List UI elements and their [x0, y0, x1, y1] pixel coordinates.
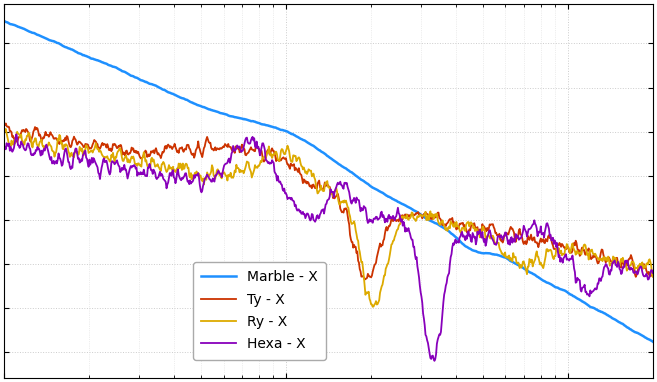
Hexa - X — [41, 148, 49, 153]
Hexa - X — [415, 269, 422, 274]
Ry - X — [0, 129, 8, 134]
Line: Hexa - X: Hexa - X — [4, 134, 653, 361]
Hexa - X — [378, 209, 386, 214]
Hexa - X — [494, 234, 502, 239]
Line: Ry - X: Ry - X — [4, 129, 653, 307]
Hexa - X — [560, 255, 568, 259]
Marble - X — [649, 339, 657, 344]
Marble - X — [394, 199, 402, 204]
Hexa - X — [430, 359, 438, 363]
Marble - X — [558, 288, 566, 292]
Ty - X — [0, 123, 8, 128]
Ty - X — [41, 133, 49, 137]
Ry - X — [2, 126, 10, 131]
Hexa - X — [395, 211, 403, 215]
Line: Ty - X: Ty - X — [4, 123, 653, 280]
Ry - X — [494, 241, 502, 245]
Ty - X — [396, 216, 403, 220]
Hexa - X — [0, 146, 8, 150]
Ty - X — [415, 212, 423, 217]
Ry - X — [415, 214, 423, 219]
Ty - X — [378, 243, 386, 248]
Ry - X — [560, 253, 568, 257]
Hexa - X — [12, 132, 20, 137]
Ry - X — [396, 222, 403, 227]
Ty - X — [2, 121, 10, 126]
Marble - X — [492, 252, 500, 257]
Ry - X — [41, 146, 49, 151]
Ry - X — [378, 282, 386, 287]
Marble - X — [413, 210, 421, 215]
Ry - X — [369, 304, 376, 309]
Marble - X — [0, 19, 8, 23]
Ry - X — [649, 275, 657, 279]
Ty - X — [361, 277, 369, 282]
Hexa - X — [649, 271, 657, 275]
Ty - X — [560, 246, 568, 250]
Line: Marble - X: Marble - X — [4, 21, 653, 342]
Ty - X — [649, 274, 657, 278]
Marble - X — [377, 190, 385, 194]
Legend: Marble - X, Ty - X, Ry - X, Hexa - X: Marble - X, Ty - X, Ry - X, Hexa - X — [193, 262, 326, 360]
Ty - X — [494, 233, 502, 238]
Marble - X — [40, 35, 48, 40]
